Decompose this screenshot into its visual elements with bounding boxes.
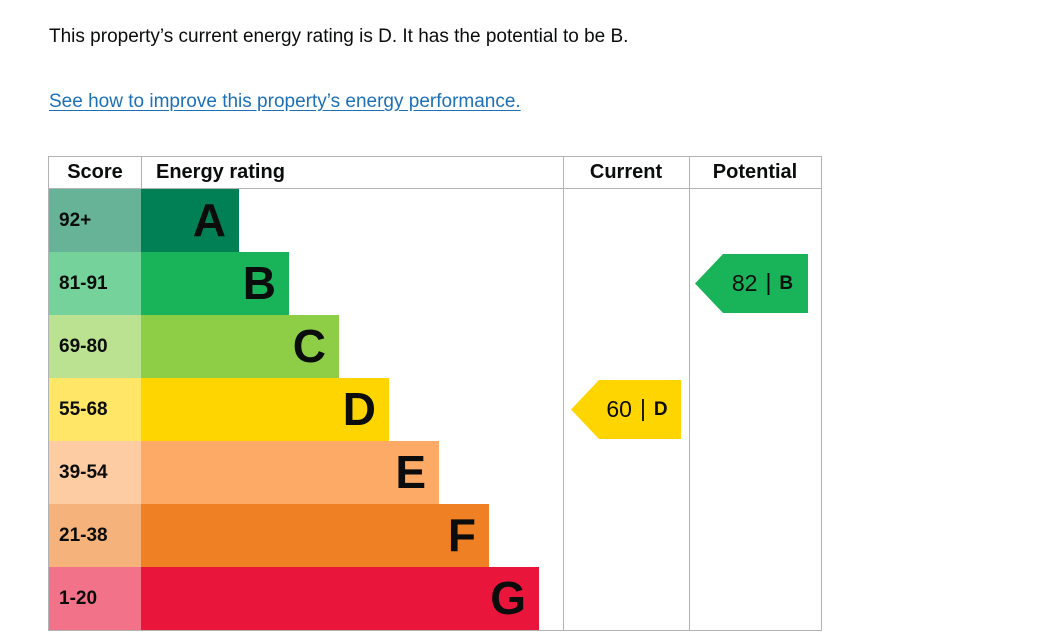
potential-column-divider	[689, 157, 690, 630]
column-header-potential: Potential	[712, 161, 798, 183]
band-bar: G	[141, 567, 539, 630]
band-row: 1-20 G	[49, 567, 821, 630]
band-rows: 92+ A 81-91 B 69-80 C 55-68 D 39-54 E 21…	[49, 189, 821, 630]
band-score-range: 81-91	[49, 252, 141, 315]
current-separator: |	[639, 395, 646, 421]
band-score-range: 39-54	[49, 441, 141, 504]
band-bar: F	[141, 504, 489, 567]
current-column-divider	[563, 157, 564, 630]
band-score-range: 69-80	[49, 315, 141, 378]
band-row: 69-80 C	[49, 315, 821, 378]
energy-rating-summary: This property’s current energy rating is…	[49, 26, 629, 47]
band-row: 21-38 F	[49, 504, 821, 567]
band-bar: B	[141, 252, 289, 315]
band-score-range: 55-68	[49, 378, 141, 441]
score-column-divider	[141, 157, 142, 188]
graph-header-row: Score Energy rating Current Potential	[49, 157, 821, 189]
potential-separator: |	[765, 269, 772, 295]
epc-rating-graph: Score Energy rating Current Potential 92…	[48, 156, 822, 631]
potential-band-letter: B	[779, 272, 794, 294]
column-header-current: Current	[589, 161, 663, 183]
column-header-score: Score	[67, 161, 123, 183]
current-band-letter: D	[653, 398, 668, 420]
band-row: 92+ A	[49, 189, 821, 252]
current-score-value: 60	[606, 396, 632, 422]
band-row: 81-91 B	[49, 252, 821, 315]
band-score-range: 21-38	[49, 504, 141, 567]
band-score-range: 92+	[49, 189, 141, 252]
band-row: 39-54 E	[49, 441, 821, 504]
potential-rating-arrow: 82 | B	[695, 254, 808, 313]
band-bar: D	[141, 378, 389, 441]
band-score-range: 1-20	[49, 567, 141, 630]
column-header-energy-rating: Energy rating	[156, 161, 285, 183]
band-bar: E	[141, 441, 439, 504]
band-row: 55-68 D	[49, 378, 821, 441]
band-bar: C	[141, 315, 339, 378]
band-bar: A	[141, 189, 239, 252]
potential-score-value: 82	[731, 270, 758, 296]
improve-performance-link[interactable]: See how to improve this property’s energ…	[49, 91, 521, 112]
